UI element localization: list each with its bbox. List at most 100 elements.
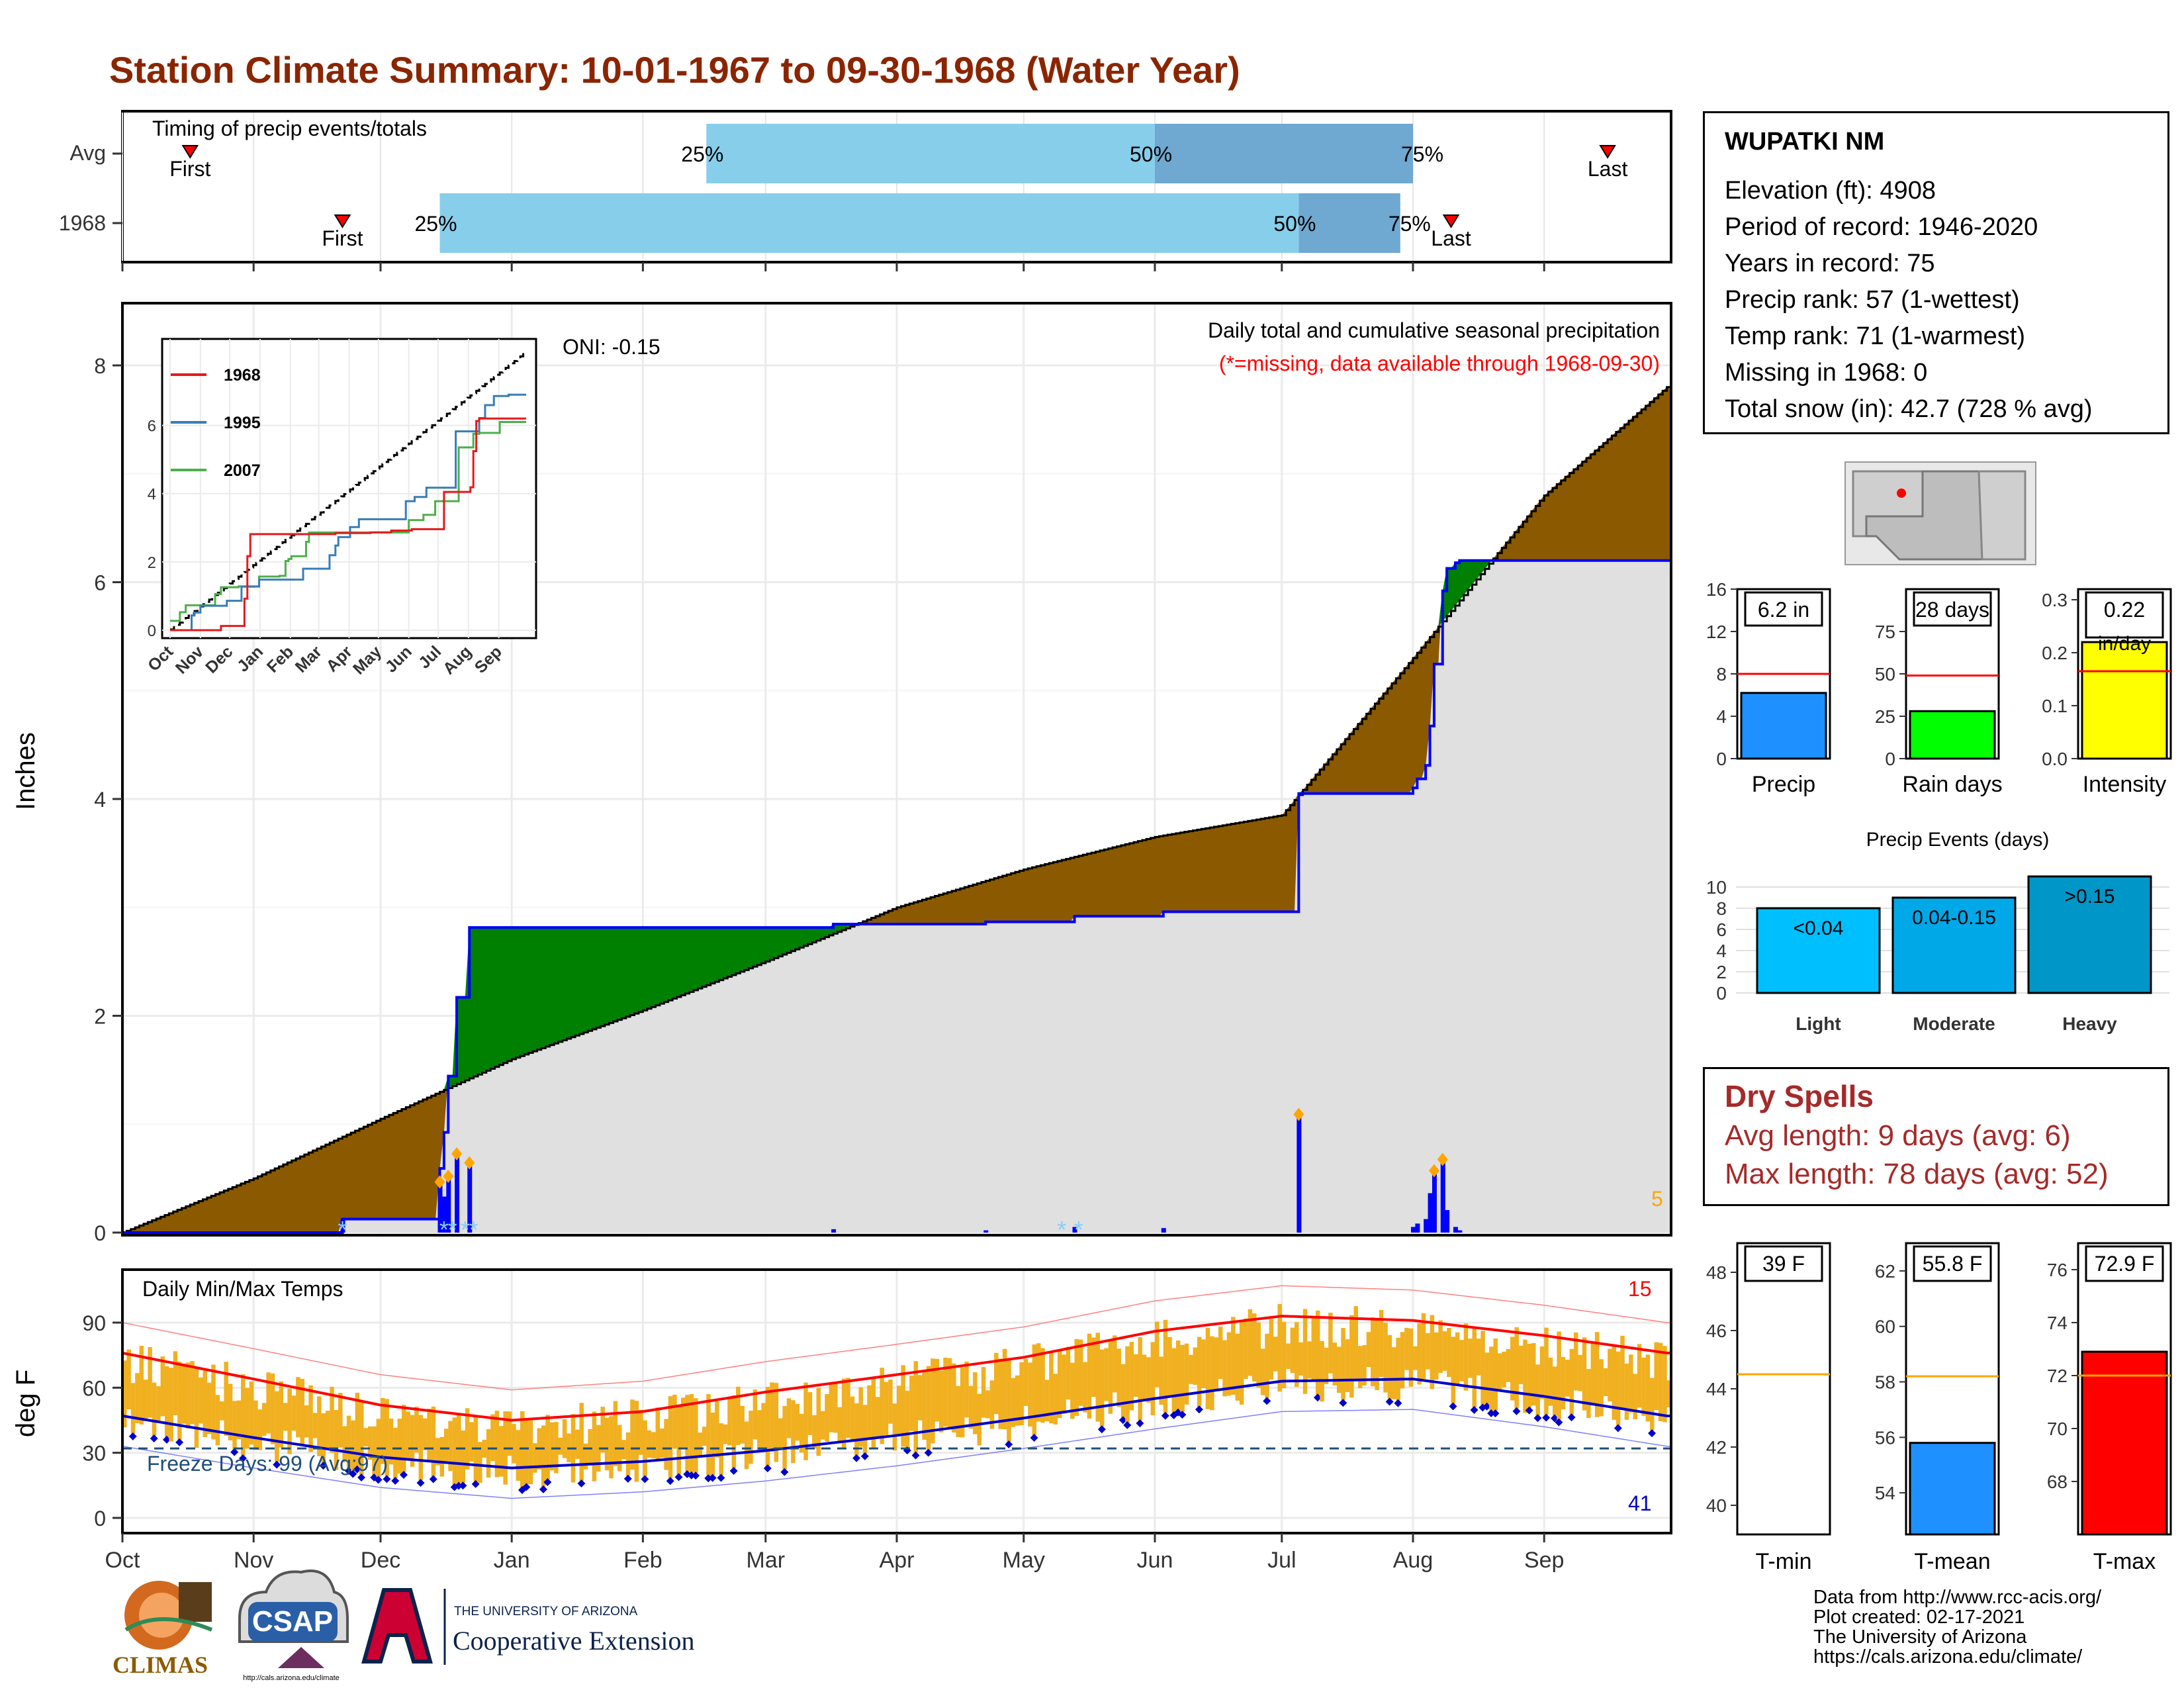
record-low-marker: [175, 1438, 184, 1446]
temp-daily-bar: [359, 1401, 364, 1476]
temp-daily-bar: [1023, 1358, 1028, 1406]
daily-precip-bar: [340, 1219, 345, 1233]
temp-daily-bar: [199, 1377, 203, 1424]
temp-daily-bar: [512, 1423, 516, 1464]
temp-daily-bar: [304, 1405, 309, 1438]
temp-summary-tick-label: 70: [2047, 1419, 2068, 1439]
climas-logo: CLIMAS: [113, 1581, 213, 1678]
temp-daily-bar: [1527, 1343, 1532, 1408]
temp-daily-bar: [752, 1389, 758, 1440]
temp-daily-bar: [1104, 1348, 1109, 1401]
temp-daily-bar: [334, 1410, 339, 1470]
record-low-marker: [391, 1476, 400, 1485]
record-low-marker: [429, 1475, 437, 1483]
temp-daily-bar: [1002, 1348, 1007, 1430]
mini-bar-tick-label: 12: [1706, 622, 1727, 642]
temp-daily-bar: [1201, 1339, 1206, 1388]
record-low-marker: [1394, 1399, 1402, 1407]
temp-daily-bar: [778, 1418, 783, 1450]
daily-precip-bar: [1428, 1193, 1433, 1233]
temp-daily-bar: [934, 1358, 940, 1422]
record-low-marker: [416, 1479, 425, 1487]
temp-daily-bar: [973, 1372, 978, 1434]
temp-daily-bar: [367, 1426, 373, 1460]
csap-logo-url: http://cals.arizona.edu/climate: [243, 1674, 340, 1682]
temp-daily-bar: [143, 1380, 148, 1421]
temp-daily-bar: [1053, 1374, 1058, 1425]
temp-daily-bar: [634, 1401, 639, 1482]
record-low-marker: [1161, 1411, 1169, 1420]
temp-daily-bar: [253, 1400, 258, 1450]
station-info-box: WUPATKI NM Elevation (ft): 4908 Period o…: [1703, 111, 2169, 434]
temp-daily-bar: [215, 1395, 220, 1446]
temp-daily-bar: [257, 1409, 263, 1450]
temp-daily-bar: [1032, 1344, 1037, 1435]
temp-daily-bar: [1099, 1349, 1105, 1427]
record-low-marker: [357, 1474, 366, 1482]
temp-daily-bar: [397, 1419, 402, 1474]
temp-daily-bar: [351, 1420, 355, 1472]
temp-daily-bar: [266, 1372, 271, 1434]
temp-daily-bar: [876, 1397, 880, 1438]
record-low-marker: [852, 1454, 861, 1462]
temp-daily-bar: [401, 1405, 406, 1473]
temp-daily-bar: [1645, 1354, 1651, 1422]
record-low-marker: [1567, 1413, 1576, 1422]
temp-daily-bar: [241, 1374, 246, 1456]
temp-daily-bar: [850, 1396, 855, 1440]
temp-daily-bar: [245, 1387, 250, 1449]
temp-daily-bar: [655, 1407, 660, 1460]
temp-daily-bar: [1484, 1352, 1490, 1404]
temp-daily-bar: [1193, 1347, 1198, 1385]
record-low-marker: [674, 1473, 683, 1481]
temp-daily-bar: [1349, 1315, 1354, 1398]
temp-daily-bar: [1142, 1354, 1147, 1399]
temp-daily-bar: [1476, 1338, 1481, 1376]
temp-daily-bar: [220, 1401, 224, 1421]
temp-daily-bar: [541, 1425, 546, 1487]
temp-daily-bar: [249, 1381, 254, 1445]
temp-daily-bar: [947, 1358, 952, 1430]
dry-spells-avg: Avg length: 9 days (avg: 6): [1725, 1119, 2071, 1152]
temp-daily-bar: [1426, 1333, 1430, 1370]
daily-precip-bar: [1445, 1209, 1450, 1233]
temp-daily-bar: [659, 1428, 664, 1458]
temp-daily-bar: [1362, 1345, 1367, 1386]
inset-ytick-label: 6: [148, 418, 156, 436]
temp-daily-bar: [943, 1357, 948, 1427]
temp-daily-bar: [232, 1401, 237, 1450]
temp-daily-bar: [1155, 1321, 1160, 1387]
temp-daily-bar: [524, 1418, 529, 1485]
record-low-marker: [353, 1465, 361, 1474]
temp-daily-bar: [672, 1394, 677, 1449]
record-low-marker: [780, 1468, 789, 1476]
temp-daily-bar: [867, 1385, 872, 1438]
temp-daily-bar: [1396, 1337, 1400, 1401]
dry-spells-max: Max length: 78 days (avg: 52): [1725, 1158, 2109, 1190]
timing-q25-label: 25%: [415, 212, 457, 236]
temp-daily-bar: [1518, 1345, 1524, 1385]
temp-daily-bar: [1205, 1328, 1210, 1409]
temp-daily-bar: [558, 1437, 563, 1455]
temp-daily-bar: [1366, 1332, 1371, 1368]
temp-ytick-label: 0: [94, 1507, 106, 1530]
temp-daily-bar: [224, 1362, 228, 1436]
temp-daily-bar: [1175, 1340, 1181, 1410]
events-tick-label: 0: [1716, 983, 1727, 1004]
temp-daily-bar: [791, 1400, 796, 1464]
temp-summary-tick-label: 48: [1706, 1262, 1727, 1283]
record-low-marker: [1533, 1414, 1542, 1423]
station-temp-rank: Temp rank: 71 (1-warmest): [1725, 322, 2026, 350]
temp-daily-bar: [206, 1382, 212, 1434]
temp-summary-tick-label: 72: [2047, 1366, 2068, 1386]
temp-daily-bar: [1040, 1348, 1045, 1423]
daily-precip-bar: [1432, 1170, 1437, 1233]
temp-daily-bar: [406, 1411, 410, 1460]
temp-daily-bar: [270, 1373, 275, 1444]
temp-daily-bar: [1375, 1318, 1379, 1391]
temp-daily-bar: [545, 1415, 550, 1479]
temp-daily-bar: [478, 1442, 482, 1483]
temp-daily-bar: [833, 1382, 838, 1433]
temp-daily-bar: [1603, 1368, 1608, 1397]
station-precip-rank: Precip rank: 57 (1-wettest): [1725, 286, 2020, 314]
